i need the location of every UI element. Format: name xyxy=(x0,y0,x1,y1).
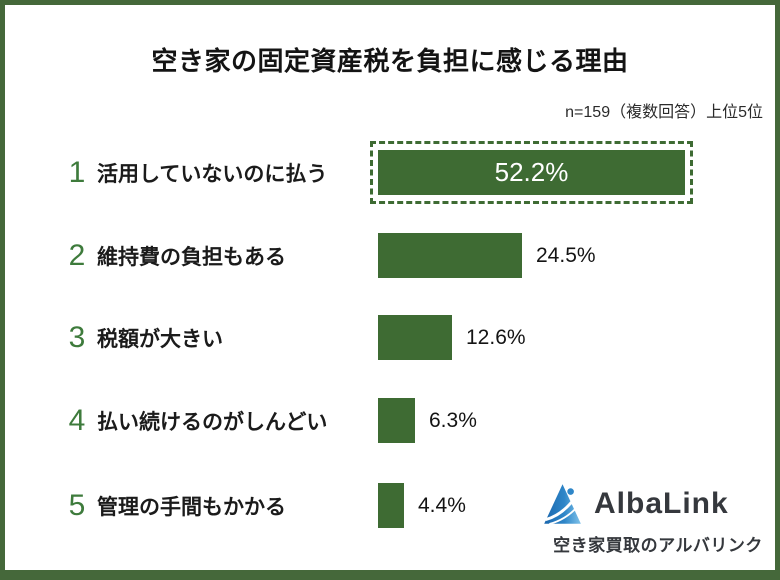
bar-row: 1 活用していないのに払う 52.2% xyxy=(5,141,775,204)
category-label: 税額が大きい xyxy=(97,327,223,351)
value-label: 24.5% xyxy=(536,243,596,267)
rank-number: 1 xyxy=(68,155,86,189)
highlight-dashed-box: 52.2% xyxy=(370,141,693,204)
chart-title: 空き家の固定資産税を負担に感じる理由 xyxy=(151,46,629,76)
logo-tagline: 空き家買取のアルバリンク xyxy=(553,536,763,555)
category-label: 活用していないのに払う xyxy=(97,162,328,186)
rank-number: 3 xyxy=(68,320,86,354)
mountain-triangle-icon xyxy=(544,484,581,525)
value-label: 4.4% xyxy=(418,493,466,517)
value-label: 6.3% xyxy=(429,408,477,432)
category-label: 管理の手間もかかる xyxy=(97,495,286,519)
sample-size-note: n=159（複数回答）上位5位 xyxy=(565,104,763,121)
rank-number: 5 xyxy=(68,488,86,522)
rank-number: 4 xyxy=(68,403,86,437)
category-label: 維持費の負担もある xyxy=(97,245,286,269)
bar xyxy=(378,398,415,443)
bar xyxy=(378,483,404,528)
bar: 52.2% xyxy=(378,150,685,195)
chart-content: 空き家の固定資産税を負担に感じる理由 n=159（複数回答）上位5位 1 活用し… xyxy=(5,5,775,570)
rank-number: 2 xyxy=(68,238,86,272)
bar-row: 5 管理の手間もかかる 4.4% xyxy=(5,483,775,528)
bar xyxy=(378,233,522,278)
logo-row: AlbaLink xyxy=(543,482,773,526)
category-label: 払い続けるのがしんどい xyxy=(97,410,328,434)
value-label: 12.6% xyxy=(466,325,526,349)
value-label: 52.2% xyxy=(494,157,569,187)
albalink-logo: AlbaLink 空き家買取のアルバリンク xyxy=(543,482,773,556)
logo-name: AlbaLink xyxy=(594,487,729,520)
bar-row: 4 払い続けるのがしんどい 6.3% xyxy=(5,398,775,443)
bar xyxy=(378,315,452,360)
bar-row: 2 維持費の負担もある 24.5% xyxy=(5,233,775,278)
bar-row: 3 税額が大きい 12.6% xyxy=(5,315,775,360)
